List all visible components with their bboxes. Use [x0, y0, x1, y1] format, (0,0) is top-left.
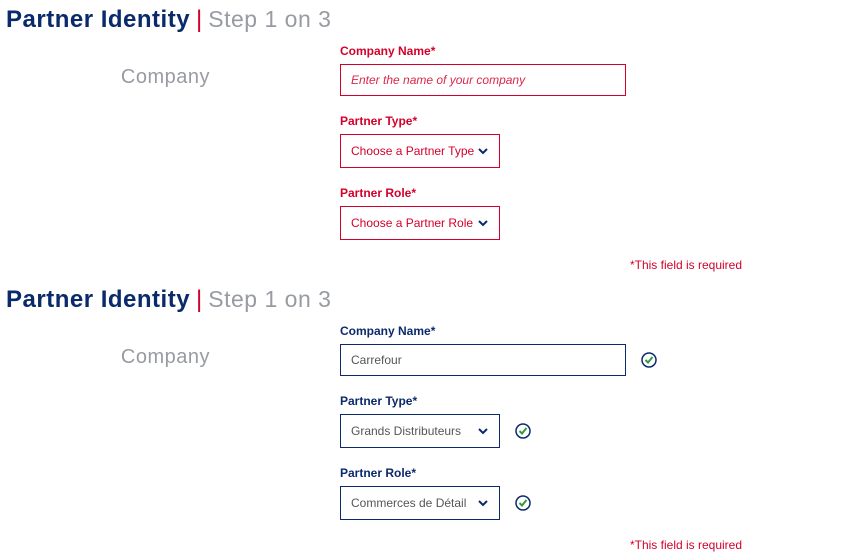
chevron-down-icon: [477, 217, 489, 229]
field-partner-role: Partner Role* Choose a Partner Role Plea…: [340, 186, 862, 240]
field-partner-role: Partner Role* Commerces de Détail: [340, 466, 862, 520]
partner-role-selected: Choose a Partner Role: [351, 216, 473, 230]
partner-role-selected: Commerces de Détail: [351, 496, 466, 510]
company-name-input[interactable]: [340, 64, 626, 96]
required-footnote: *This field is required: [340, 538, 862, 552]
check-icon: [514, 494, 532, 512]
form-header: Partner Identity | Step 1 on 3: [0, 286, 862, 314]
header-separator: |: [196, 286, 202, 314]
partner-role-select[interactable]: Choose a Partner Role: [340, 206, 500, 240]
field-partner-type: Partner Type* Grands Distributeurs: [340, 394, 862, 448]
field-company-name: Company Name* Please enter the name of y…: [340, 44, 862, 96]
partner-type-select[interactable]: Grands Distributeurs: [340, 414, 500, 448]
label-partner-type: Partner Type*: [340, 394, 862, 408]
form-header: Partner Identity | Step 1 on 3: [0, 6, 862, 34]
chevron-down-icon: [477, 425, 489, 437]
check-icon: [514, 422, 532, 440]
required-footnote: *This field is required: [340, 258, 862, 272]
label-partner-role: Partner Role*: [340, 466, 862, 480]
section-label-company: Company: [0, 324, 240, 369]
header-step: Step 1 on 3: [208, 286, 331, 313]
partner-role-select[interactable]: Commerces de Détail: [340, 486, 500, 520]
header-separator: |: [196, 6, 202, 34]
chevron-down-icon: [477, 145, 489, 157]
section-label-company: Company: [0, 44, 240, 89]
form-valid-state: Partner Identity | Step 1 on 3 Company C…: [0, 280, 862, 560]
field-company-name: Company Name*: [340, 324, 862, 376]
label-company-name: Company Name*: [340, 44, 862, 58]
label-company-name: Company Name*: [340, 324, 862, 338]
form-error-state: Partner Identity | Step 1 on 3 Company C…: [0, 0, 862, 280]
header-step: Step 1 on 3: [208, 6, 331, 33]
company-name-input[interactable]: [340, 344, 626, 376]
header-title: Partner Identity: [6, 6, 190, 34]
label-partner-role: Partner Role*: [340, 186, 862, 200]
field-partner-type: Partner Type* Choose a Partner Type Plea…: [340, 114, 862, 168]
check-icon: [640, 351, 658, 369]
partner-type-selected: Grands Distributeurs: [351, 424, 461, 438]
header-title: Partner Identity: [6, 286, 190, 314]
label-partner-type: Partner Type*: [340, 114, 862, 128]
partner-type-selected: Choose a Partner Type: [351, 144, 474, 158]
partner-type-select[interactable]: Choose a Partner Type: [340, 134, 500, 168]
chevron-down-icon: [477, 497, 489, 509]
